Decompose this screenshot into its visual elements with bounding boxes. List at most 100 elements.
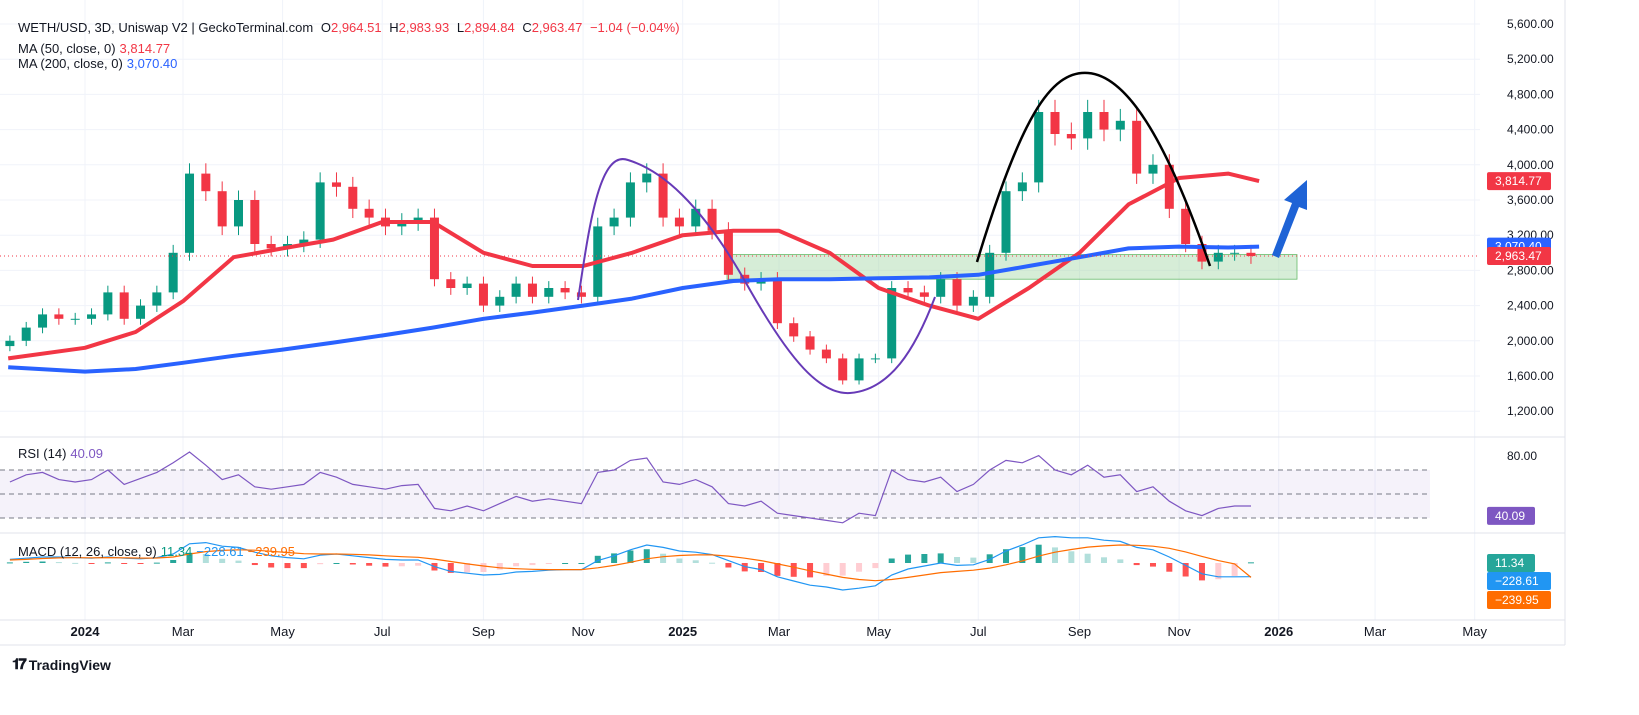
time-tick-label: 2024: [71, 624, 101, 639]
price-tick-label: 2,400.00: [1507, 299, 1554, 313]
macd-histogram-bar: [398, 563, 405, 567]
macd-histogram-bar: [382, 563, 389, 567]
tradingview-logo-icon: 𝟏𝟕: [12, 656, 27, 673]
price-tick-label: 4,000.00: [1507, 158, 1554, 172]
candle: [38, 314, 48, 328]
candle: [642, 173, 652, 183]
price-tick-label: 5,200.00: [1507, 52, 1554, 66]
macd-line[interactable]: [9, 535, 1252, 591]
macd-histogram-bar: [921, 554, 928, 563]
macd-histogram-bar: [513, 563, 520, 567]
macd-histogram-bar: [529, 563, 536, 566]
macd-histogram-bar: [1052, 547, 1059, 563]
price-tick-label: 4,400.00: [1507, 123, 1554, 137]
high-label: H: [389, 20, 399, 35]
time-tick-label: 2026: [1264, 624, 1293, 639]
macd-histogram-bar: [1231, 563, 1238, 576]
rsi-line[interactable]: [9, 451, 1251, 524]
ma200-label: MA (200, close, 0): [18, 56, 123, 71]
candle: [511, 283, 521, 297]
candle: [772, 279, 782, 324]
ma50-label: MA (50, close, 0): [18, 41, 116, 56]
candle: [446, 279, 456, 288]
ma200-value: 3,070.40: [126, 56, 178, 71]
candle: [1197, 244, 1207, 262]
candle: [201, 173, 211, 192]
rsi-axis-label: 80.00: [1507, 449, 1537, 463]
ma200-legend[interactable]: MA (200, close, 0) 3,070.40: [18, 56, 181, 71]
macd-signal-badge-text: −239.95: [1495, 593, 1539, 607]
candle: [364, 208, 374, 218]
candle: [674, 217, 684, 227]
macd-histogram-bar: [1084, 553, 1091, 563]
drawing-arc-black[interactable]: [975, 71, 1212, 267]
candle: [609, 217, 619, 227]
macd-histogram-bar: [905, 554, 912, 563]
time-tick-label: Jul: [374, 624, 391, 639]
macd-histogram-bar: [578, 563, 585, 564]
tradingview-logo[interactable]: 𝟏𝟕 TradingView: [12, 656, 111, 673]
macd-histogram-bar: [284, 563, 291, 569]
macd-histogram-bar: [1068, 551, 1075, 563]
candle: [429, 217, 439, 280]
ma50-price-badge-text: 3,814.77: [1495, 174, 1542, 188]
close-value: 2,963.47: [531, 20, 583, 35]
arrow-up-icon[interactable]: [1272, 180, 1307, 258]
macd-histogram-bar: [39, 561, 46, 563]
rsi-legend[interactable]: RSI (14) 40.09: [18, 446, 107, 461]
candle: [838, 358, 848, 381]
macd-histogram-bar: [251, 563, 258, 566]
candle: [707, 208, 717, 231]
open-label: O: [320, 20, 331, 35]
macd-histogram-bar: [366, 563, 373, 566]
time-tick-label: Nov: [1168, 624, 1192, 639]
time-tick-label: Mar: [768, 624, 791, 639]
tradingview-brand: TradingView: [28, 656, 111, 673]
drawing-curve-purple[interactable]: [577, 158, 936, 395]
macd-label: MACD (12, 26, close, 9): [18, 544, 157, 559]
candle: [1246, 252, 1256, 257]
candle: [870, 358, 880, 360]
macd-histogram-bar: [186, 552, 193, 563]
ma200-line[interactable]: [8, 244, 1260, 374]
candle: [185, 173, 195, 253]
rsi-badge: [1487, 506, 1535, 525]
macd-legend[interactable]: MACD (12, 26, close, 9) 11.34 −228.61 −239.…: [18, 544, 299, 559]
candle: [413, 217, 423, 222]
candle: [331, 182, 341, 187]
macd-histogram-bar: [872, 563, 879, 569]
macd-histogram-bar: [349, 563, 356, 565]
support-zone[interactable]: [726, 254, 1298, 280]
signal-line[interactable]: [9, 544, 1252, 582]
time-tick-label: Sep: [472, 624, 495, 639]
candle: [1017, 182, 1027, 192]
candle: [87, 314, 97, 319]
candle: [266, 244, 276, 249]
candle: [1099, 112, 1109, 130]
macd-histogram-bar: [823, 563, 830, 576]
candle: [527, 283, 537, 297]
ma50-legend[interactable]: MA (50, close, 0) 3,814.77: [18, 41, 174, 56]
macd-histogram-bar: [594, 555, 601, 563]
time-tick-label: May: [866, 624, 891, 639]
high-value: 2,983.93: [398, 20, 450, 35]
macd-histogram-bar: [235, 560, 242, 563]
time-tick-label: 2025: [668, 624, 697, 639]
macd-histogram-bar: [88, 563, 95, 564]
macd-histogram-bar: [954, 557, 961, 563]
candle: [103, 292, 113, 315]
candle: [234, 200, 244, 227]
macd-histogram-bar: [300, 563, 307, 569]
candle: [952, 279, 962, 306]
candle: [1132, 120, 1142, 174]
macd-histogram-bar: [55, 562, 62, 564]
candle: [1083, 112, 1093, 139]
change-value: −1.04 (−0.04%): [589, 20, 680, 35]
time-tick-label: Jul: [970, 624, 987, 639]
time-tick-label: May: [1462, 624, 1487, 639]
macd-histogram-bar: [790, 563, 797, 577]
candle: [495, 296, 505, 306]
candle: [1050, 112, 1060, 134]
macd-histogram-bar: [758, 563, 765, 572]
